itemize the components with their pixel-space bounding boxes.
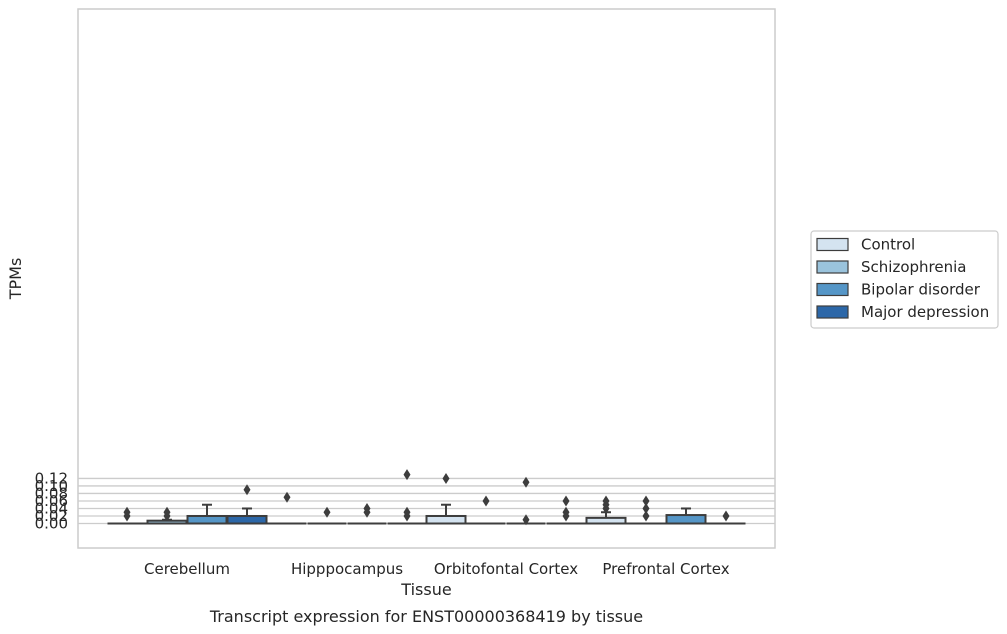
y-axis-ticks: 0.000.020.040.060.080.100.12 bbox=[35, 469, 68, 532]
x-tick-label: Hipppocampus bbox=[291, 560, 403, 578]
box-body bbox=[425, 514, 467, 525]
x-tick-label: Orbitofontal Cortex bbox=[434, 560, 578, 578]
legend-label: Control bbox=[861, 236, 915, 254]
outlier-point bbox=[243, 484, 251, 496]
y-tick-label: 0.02 bbox=[35, 507, 68, 525]
y-tick-label: 0.08 bbox=[35, 484, 68, 502]
box-schizophrenia bbox=[626, 495, 666, 525]
box-major-depression bbox=[706, 510, 746, 525]
box-schizophrenia bbox=[307, 506, 347, 525]
outlier-point bbox=[283, 491, 291, 503]
outlier-point bbox=[562, 506, 570, 518]
legend-swatch bbox=[816, 305, 849, 319]
outlier-point bbox=[642, 502, 650, 514]
box-body bbox=[186, 514, 228, 525]
legend-swatch bbox=[816, 237, 849, 252]
outlier-point bbox=[722, 510, 730, 522]
legend-frame bbox=[810, 230, 999, 329]
box-major-depression bbox=[226, 484, 268, 525]
legend-swatch bbox=[816, 282, 849, 297]
y-tick-label: 0.12 bbox=[35, 469, 68, 487]
box-control bbox=[585, 495, 627, 525]
outlier-point bbox=[363, 502, 371, 514]
outlier-point bbox=[642, 510, 650, 522]
x-tick-label: Prefrontal Cortex bbox=[602, 560, 729, 578]
outlier-point bbox=[522, 476, 530, 488]
box-control bbox=[107, 506, 147, 525]
x-axis-ticks: Cerebellum Hipppocampus Orbitofontal Corte… bbox=[144, 560, 730, 578]
box-control bbox=[425, 472, 467, 525]
outlier-point bbox=[123, 506, 131, 518]
box-bipolar-disorder bbox=[506, 476, 546, 526]
box-plot-series bbox=[107, 469, 746, 526]
box-schizophrenia bbox=[146, 506, 188, 525]
outlier-point bbox=[442, 472, 450, 484]
y-tick-label: 0.04 bbox=[35, 499, 68, 517]
legend-swatch bbox=[816, 260, 849, 274]
outlier-point bbox=[482, 495, 490, 507]
box-bipolar-disorder bbox=[347, 502, 387, 525]
legend-label: Bipolar disorder bbox=[861, 281, 981, 299]
y-tick-label: 0.10 bbox=[35, 477, 68, 495]
outlier-point bbox=[602, 495, 610, 507]
box-body bbox=[226, 514, 268, 525]
x-tick-label: Cerebellum bbox=[144, 560, 230, 578]
y-axis-label: TPMs bbox=[6, 258, 25, 301]
outlier-point bbox=[163, 506, 171, 518]
box-major-depression bbox=[387, 469, 427, 525]
outlier-point bbox=[522, 514, 530, 526]
box-schizophrenia bbox=[466, 495, 506, 525]
chart-title: Transcript expression for ENST0000036841… bbox=[209, 607, 643, 626]
y-tick-label: 0.06 bbox=[35, 492, 68, 510]
plot-frame bbox=[77, 8, 776, 549]
y-tick-label: 0.00 bbox=[35, 515, 68, 533]
box-body bbox=[665, 514, 707, 525]
box-control bbox=[267, 491, 307, 525]
outlier-point bbox=[403, 469, 411, 481]
outlier-point bbox=[323, 506, 331, 518]
box-bipolar-disorder bbox=[186, 503, 228, 525]
legend: Control Schizophrenia Bipolar disorder Majo… bbox=[810, 230, 999, 329]
box-bipolar-disorder bbox=[665, 507, 707, 525]
outlier-point bbox=[562, 495, 570, 507]
x-axis-label: Tissue bbox=[400, 580, 451, 599]
legend-label: Major depression bbox=[861, 303, 989, 321]
outlier-point bbox=[403, 506, 411, 518]
box-major-depression bbox=[546, 495, 586, 525]
outlier-point bbox=[642, 495, 650, 507]
legend-label: Schizophrenia bbox=[861, 258, 966, 276]
